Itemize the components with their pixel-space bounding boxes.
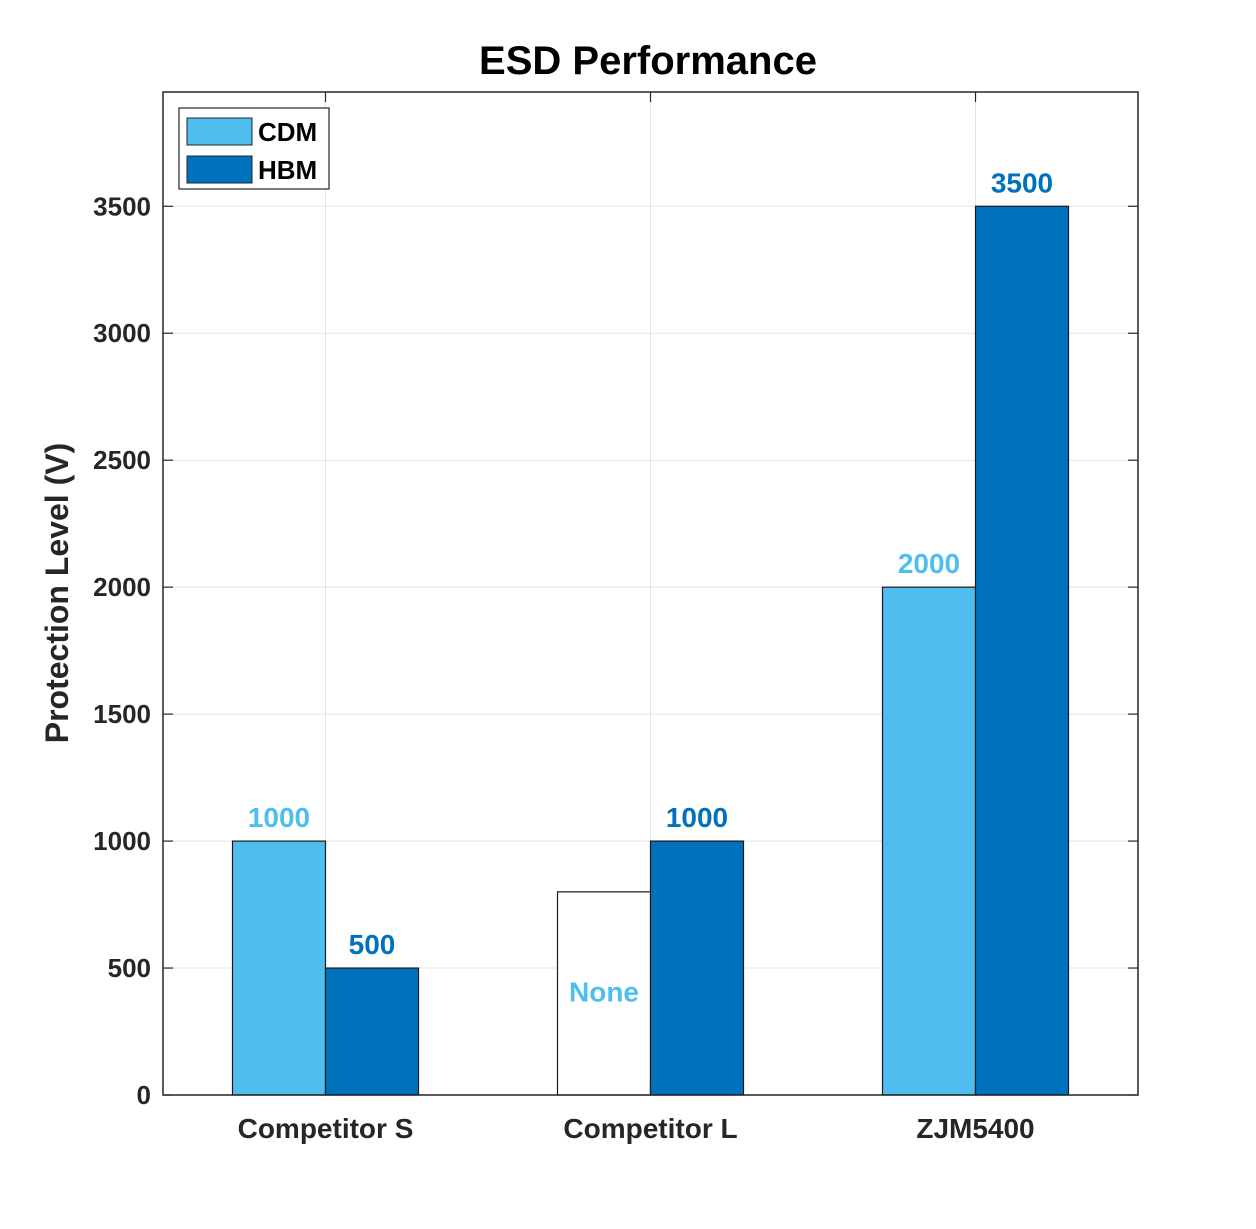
bar-hbm-1 [324, 967, 420, 1096]
y-tick-label: 1500 [93, 699, 151, 729]
bar-cdm-1 [231, 840, 327, 1096]
legend-label-cdm: CDM [258, 117, 317, 147]
legend: CDM HBM [178, 107, 330, 190]
data-label-cdm-2: None [569, 976, 639, 1007]
y-axis-label: Protection Level (V) [39, 443, 75, 744]
legend-swatch-cdm [186, 117, 253, 146]
y-tick-label: 1000 [93, 826, 151, 856]
data-label-hbm-1: 500 [349, 929, 396, 960]
bar-hbm-2 [649, 840, 745, 1096]
x-tick-label: ZJM5400 [916, 1113, 1034, 1144]
y-tick-label: 3500 [93, 191, 151, 221]
y-tick-label: 0 [137, 1080, 151, 1110]
y-tick-label: 3000 [93, 318, 151, 348]
data-labels: 1000 500 None 1000 2000 3500 [248, 167, 1053, 1007]
y-tick-label: 500 [108, 953, 151, 983]
legend-swatch-hbm [186, 155, 253, 184]
data-label-hbm-2: 1000 [666, 802, 728, 833]
data-label-cdm-3: 2000 [898, 548, 960, 579]
bar-cdm-3 [881, 586, 977, 1096]
y-tick-label: 2000 [93, 572, 151, 602]
legend-label-hbm: HBM [258, 155, 317, 185]
data-label-cdm-1: 1000 [248, 802, 310, 833]
axis-ticks: 0 500 1000 1500 2000 2500 3000 3500 Competitor S… [93, 92, 1138, 1144]
bar-hbm-3 [974, 205, 1070, 1096]
x-tick-label: Competitor S [238, 1113, 414, 1144]
y-tick-label: 2500 [93, 445, 151, 475]
chart-title: ESD Performance [479, 39, 817, 83]
data-label-hbm-3: 3500 [991, 167, 1053, 198]
x-tick-label: Competitor L [563, 1113, 737, 1144]
